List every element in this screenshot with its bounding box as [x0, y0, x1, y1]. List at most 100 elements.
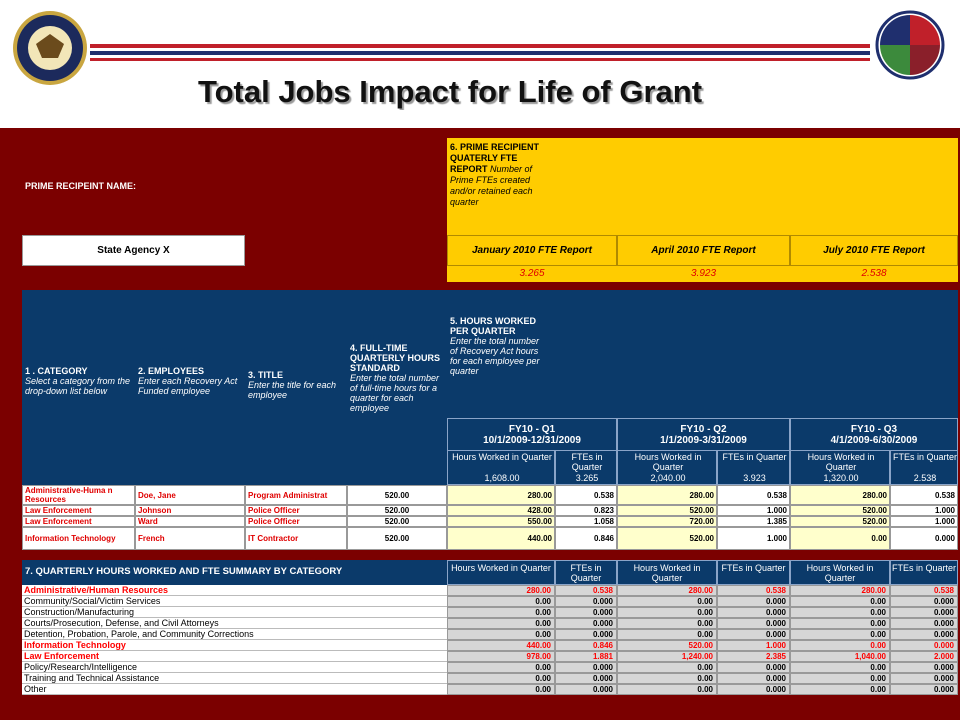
table-cell: 0.823 [555, 505, 617, 516]
summary-value: 0.000 [890, 640, 958, 651]
column-title: 1 . CATEGORY [25, 366, 88, 376]
summary-category: Community/Social/Victim Services [22, 596, 447, 607]
subheader-label: FTEs in Quarter [893, 452, 957, 462]
summary-value: 0.000 [555, 673, 617, 684]
summary-category: Law Enforcement [22, 651, 447, 662]
table-cell: 0.00 [790, 527, 890, 550]
summary-value: 0.00 [447, 684, 555, 695]
summary-value: 0.000 [890, 684, 958, 695]
summary-value: 0.000 [717, 607, 790, 618]
quarter-header: FY10 - Q1 10/1/2009-12/31/2009 [447, 418, 617, 451]
table-cell: 520.00 [347, 485, 447, 505]
table-cell: 520.00 [790, 516, 890, 527]
summary-value: 2.000 [890, 651, 958, 662]
table-cell: Ward [135, 516, 245, 527]
summary-value: 0.00 [447, 596, 555, 607]
subheader-label: FTEs in Quarter [571, 452, 603, 472]
summary-value: 0.846 [555, 640, 617, 651]
section-instruction: Number of Prime FTEs created and/or reta… [450, 164, 533, 207]
summary-value: 0.00 [447, 629, 555, 640]
subheader-cell: Hours Worked in Quarter 1,608.00 [447, 450, 555, 485]
summary-value: 0.00 [447, 673, 555, 684]
subheader-cell: FTEs in Quarter 3.923 [717, 450, 790, 485]
column-header: 2. EMPLOYEES Enter each Recovery Act Fund… [138, 366, 244, 396]
summary-value: 0.00 [790, 596, 890, 607]
slide-header-art [13, 10, 945, 85]
recipient-label: PRIME RECIPEINT NAME: [25, 181, 137, 191]
subheader-total: 2,040.00 [650, 473, 686, 483]
summary-title: 7. QUARTERLY HOURS WORKED AND FTE SUMMAR… [25, 566, 343, 577]
table-cell: Police Officer [245, 516, 347, 527]
summary-value: 520.00 [617, 640, 717, 651]
quarter-header: FY10 - Q3 4/1/2009-6/30/2009 [790, 418, 958, 451]
stripe [90, 51, 870, 55]
summary-category: Construction/Manufacturing [22, 607, 447, 618]
summary-value: 0.00 [617, 618, 717, 629]
table-cell: 520.00 [617, 505, 717, 516]
report-fte-value: 3.923 [690, 268, 717, 279]
column-instruction: Enter the title for each employee [248, 380, 337, 400]
quarter-dates: 1/1/2009-3/31/2009 [660, 435, 747, 446]
summary-value: 0.000 [717, 618, 790, 629]
table-cell: 0.846 [555, 527, 617, 550]
table-cell: 0.538 [555, 485, 617, 505]
recipient-name: State Agency X [22, 235, 245, 266]
subheader-label: Hours Worked in Quarter [452, 452, 552, 462]
column-instruction: Enter the total number of Recovery Act h… [450, 336, 540, 376]
summary-value: 0.00 [617, 629, 717, 640]
summary-value: 280.00 [617, 585, 717, 596]
table-cell: 550.00 [447, 516, 555, 527]
table-cell: Police Officer [245, 505, 347, 516]
summary-subheader: Hours Worked in Quarter [790, 560, 890, 585]
subheader-cell: FTEs in Quarter 3.265 [555, 450, 617, 485]
table-cell: 520.00 [347, 516, 447, 527]
summary-value: 1.881 [555, 651, 617, 662]
table-cell: 0.538 [717, 485, 790, 505]
summary-category: Training and Technical Assistance [22, 673, 447, 684]
table-cell: 1.000 [717, 505, 790, 516]
summary-value: 0.000 [890, 618, 958, 629]
table-cell: Information Technology [22, 527, 135, 550]
subheader-total: 1,608.00 [484, 473, 520, 483]
table-cell: 1.000 [717, 527, 790, 550]
summary-value: 978.00 [447, 651, 555, 662]
subheader-cell: Hours Worked in Quarter 2,040.00 [617, 450, 717, 485]
table-cell: 280.00 [790, 485, 890, 505]
summary-value: 0.538 [890, 585, 958, 596]
summary-value: 1,240.00 [617, 651, 717, 662]
summary-value: 0.00 [790, 662, 890, 673]
summary-category: Administrative/Human Resources [22, 585, 447, 596]
summary-value: 0.000 [890, 607, 958, 618]
stripe [90, 44, 870, 48]
summary-value: 0.00 [790, 684, 890, 695]
stripe [90, 58, 870, 61]
column-header: 5. HOURS WORKED PER QUARTER Enter the tot… [450, 316, 546, 376]
table-cell: 520.00 [790, 505, 890, 516]
table-cell: 1.385 [717, 516, 790, 527]
summary-category: Other [22, 684, 447, 695]
summary-value: 0.00 [790, 618, 890, 629]
table-cell: 280.00 [447, 485, 555, 505]
summary-value: 0.00 [617, 673, 717, 684]
summary-value: 0.00 [790, 673, 890, 684]
column-title: 5. HOURS WORKED PER QUARTER [450, 316, 537, 336]
column-instruction: Enter each Recovery Act Funded employee [138, 376, 238, 396]
recovery-seal [875, 10, 945, 80]
report-column-header: April 2010 FTE Report [617, 235, 790, 266]
table-cell: 0.538 [890, 485, 958, 505]
table-cell: 1.000 [890, 516, 958, 527]
subheader-label: Hours Worked in Quarter [634, 452, 702, 472]
table-cell: French [135, 527, 245, 550]
summary-value: 280.00 [790, 585, 890, 596]
summary-value: 0.00 [447, 662, 555, 673]
summary-subheader: Hours Worked in Quarter [617, 560, 717, 585]
summary-subheader: FTEs in Quarter [717, 560, 790, 585]
table-cell: 1.058 [555, 516, 617, 527]
summary-category: Detention, Probation, Parole, and Commun… [22, 629, 447, 640]
table-cell: Law Enforcement [22, 505, 135, 516]
column-title: 3. TITLE [248, 370, 284, 380]
quarter-name: FY10 - Q1 [508, 424, 556, 435]
summary-value: 0.538 [717, 585, 790, 596]
subheader-total: 3.265 [575, 473, 599, 483]
